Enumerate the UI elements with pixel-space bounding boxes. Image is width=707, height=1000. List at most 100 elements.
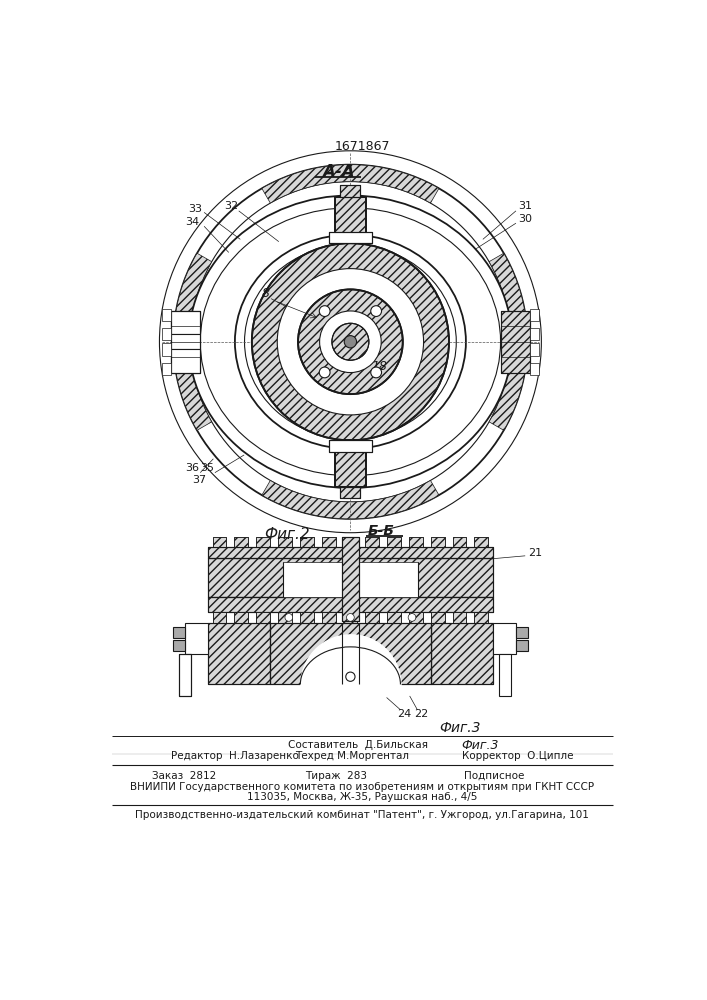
Bar [366, 537, 379, 547]
Bar [474, 537, 489, 547]
Text: Редактор  Н.Лазаренко: Редактор Н.Лазаренко [171, 751, 299, 761]
Text: Корректор  О.Ципле: Корректор О.Ципле [462, 751, 573, 761]
Circle shape [320, 311, 381, 373]
Text: Фиг.3: Фиг.3 [439, 721, 481, 735]
Circle shape [173, 165, 527, 519]
Circle shape [346, 672, 355, 681]
Text: ВНИИПИ Государственного комитета по изобретениям и открытиям при ГКНТ СССР: ВНИИПИ Государственного комитета по изоб… [130, 782, 594, 792]
Bar [322, 537, 336, 547]
Bar [335, 440, 366, 487]
Text: 30: 30 [518, 214, 532, 224]
Bar [300, 612, 314, 623]
Bar [269, 623, 431, 684]
Bar [278, 612, 292, 623]
Circle shape [320, 306, 330, 316]
Bar [173, 627, 185, 638]
Bar [329, 232, 372, 243]
Bar [342, 537, 359, 621]
Bar [340, 185, 361, 197]
Bar [530, 328, 539, 340]
Bar [208, 547, 493, 558]
Bar [269, 623, 431, 684]
Text: Составитель  Д.Бильская: Составитель Д.Бильская [288, 740, 428, 750]
Wedge shape [173, 253, 211, 430]
Bar [208, 547, 493, 558]
Bar [162, 328, 171, 340]
Bar [208, 597, 493, 612]
Bar [235, 537, 248, 547]
Bar [452, 612, 467, 623]
Bar [329, 440, 372, 452]
Bar [208, 623, 269, 684]
Bar [256, 612, 270, 623]
Bar [208, 623, 269, 684]
Circle shape [346, 614, 354, 621]
Bar [335, 440, 366, 487]
Bar [474, 612, 489, 623]
Text: Техред М.Моргентал: Техред М.Моргентал [295, 751, 409, 761]
Bar [431, 612, 445, 623]
Bar [335, 197, 366, 243]
Bar [213, 537, 226, 547]
Bar [171, 334, 200, 349]
Text: 21: 21 [528, 548, 542, 558]
Bar [340, 185, 361, 197]
Bar [171, 311, 200, 334]
Bar [322, 612, 336, 623]
Circle shape [344, 336, 356, 348]
Bar [162, 309, 171, 321]
Bar [208, 597, 493, 612]
Text: Тираж  283: Тираж 283 [305, 771, 368, 781]
Circle shape [332, 323, 369, 360]
Wedge shape [489, 253, 527, 342]
Text: 113035, Москва, Ж-35, Раушская наб., 4/5: 113035, Москва, Ж-35, Раушская наб., 4/5 [247, 792, 477, 802]
Text: 37: 37 [192, 475, 206, 485]
Bar [452, 612, 467, 623]
Ellipse shape [245, 245, 456, 439]
Text: 36: 36 [185, 463, 199, 473]
Bar [322, 537, 336, 547]
Bar [213, 612, 226, 623]
Bar [344, 537, 357, 547]
Text: Подписное: Подписное [464, 771, 525, 781]
Wedge shape [489, 342, 527, 430]
Bar [256, 537, 270, 547]
Bar [171, 311, 200, 373]
Bar [235, 612, 248, 623]
Bar [162, 363, 171, 375]
Bar [344, 612, 357, 623]
Bar [344, 537, 357, 547]
Bar [335, 197, 366, 243]
Text: 33: 33 [189, 204, 203, 214]
Text: Б-Б: Б-Б [368, 524, 395, 538]
Bar [409, 537, 423, 547]
Bar [516, 627, 527, 638]
Circle shape [370, 367, 382, 378]
Text: Производственно-издательский комбинат "Патент", г. Ужгород, ул.Гагарина, 101: Производственно-издательский комбинат "П… [135, 810, 589, 820]
Wedge shape [262, 480, 439, 519]
Wedge shape [262, 165, 439, 203]
Bar [474, 612, 489, 623]
Text: Фиг.3: Фиг.3 [461, 739, 498, 752]
Bar [213, 612, 226, 623]
Ellipse shape [235, 235, 466, 449]
Bar [409, 612, 423, 623]
Circle shape [408, 614, 416, 621]
Circle shape [298, 289, 403, 394]
Bar [256, 537, 270, 547]
Circle shape [190, 182, 510, 502]
Bar [431, 612, 445, 623]
Bar [344, 612, 357, 623]
Bar [499, 654, 511, 696]
Bar [530, 363, 539, 375]
Bar [256, 612, 270, 623]
Ellipse shape [189, 195, 512, 488]
Bar [516, 640, 527, 651]
Bar [329, 232, 372, 243]
Bar [530, 343, 539, 356]
Bar [431, 623, 493, 684]
Bar [300, 537, 314, 547]
Bar [179, 654, 191, 696]
Bar [366, 612, 379, 623]
Bar [452, 537, 467, 547]
